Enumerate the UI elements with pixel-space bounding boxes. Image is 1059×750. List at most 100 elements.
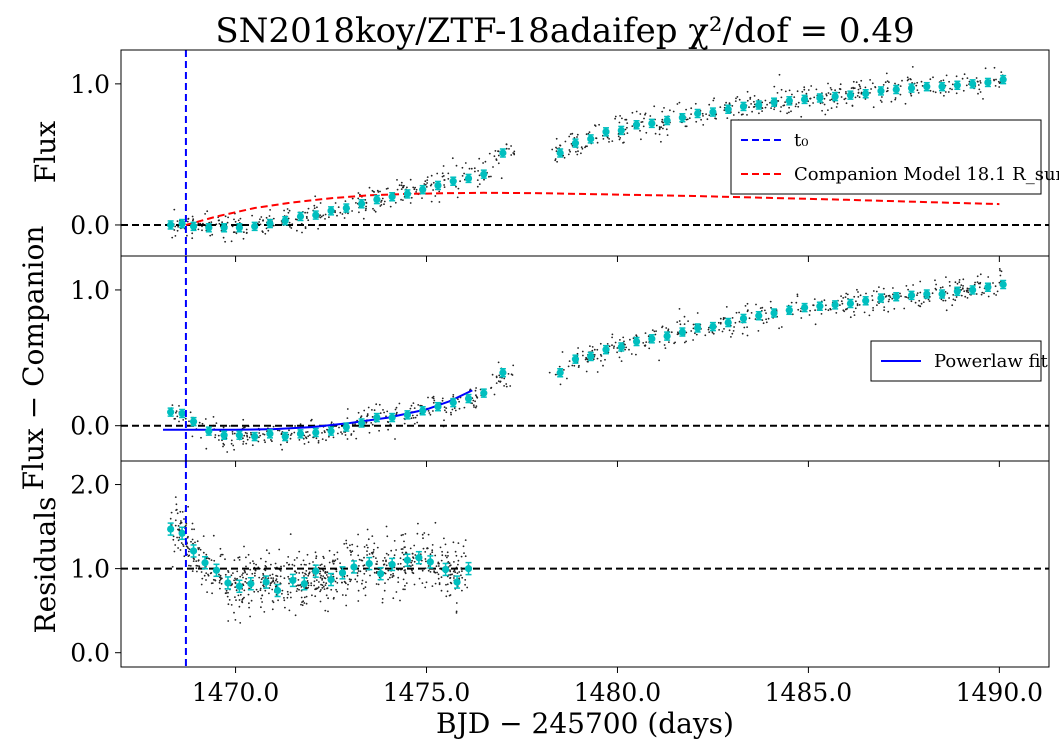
raw-point (731, 332, 734, 335)
raw-point (238, 605, 241, 608)
raw-point (602, 138, 605, 140)
raw-point (364, 199, 367, 201)
raw-point (421, 582, 424, 584)
raw-point (365, 205, 367, 208)
raw-point (568, 135, 571, 138)
raw-point (349, 549, 352, 552)
raw-point (400, 181, 403, 184)
raw-point (611, 333, 614, 336)
raw-point (289, 225, 291, 228)
raw-point (440, 576, 443, 579)
raw-point (371, 409, 373, 411)
raw-point (248, 602, 250, 605)
raw-point (495, 158, 498, 161)
raw-point (296, 557, 298, 559)
raw-point (621, 117, 623, 120)
raw-point (780, 106, 782, 108)
raw-point (191, 237, 194, 240)
raw-point (298, 439, 301, 441)
raw-point (823, 97, 826, 100)
raw-point (323, 577, 326, 579)
raw-point (741, 332, 744, 335)
raw-point (712, 332, 715, 335)
raw-point (218, 579, 221, 582)
raw-point (302, 559, 305, 562)
raw-point (451, 408, 454, 411)
raw-point (227, 216, 230, 219)
raw-point (219, 555, 222, 558)
binned-point (907, 84, 916, 92)
raw-point (173, 229, 176, 231)
raw-point (270, 577, 273, 579)
raw-point (283, 599, 286, 602)
raw-point (885, 72, 888, 75)
raw-point (265, 549, 268, 552)
raw-point (385, 564, 388, 567)
binned-point (984, 283, 992, 291)
raw-point (258, 221, 260, 223)
raw-point (414, 186, 416, 189)
raw-point (227, 620, 230, 622)
raw-point (475, 405, 478, 407)
raw-point (979, 91, 982, 93)
raw-point (608, 138, 610, 140)
raw-point (194, 541, 196, 544)
raw-point (858, 83, 861, 86)
raw-points (169, 496, 469, 624)
raw-point (490, 175, 492, 178)
raw-point (404, 546, 406, 548)
raw-point (184, 417, 187, 420)
raw-point (228, 599, 231, 601)
raw-point (429, 553, 432, 556)
raw-point (336, 582, 339, 584)
raw-point (191, 215, 194, 218)
binned-point (327, 427, 335, 435)
raw-point (387, 428, 389, 431)
raw-point (674, 341, 676, 344)
raw-point (416, 414, 418, 417)
raw-point (843, 98, 846, 101)
raw-point (440, 589, 443, 592)
raw-point (320, 583, 322, 586)
binned-point (480, 170, 488, 178)
raw-point (645, 131, 648, 134)
raw-point (355, 202, 357, 204)
binned-point (281, 217, 289, 225)
binned-point (357, 200, 366, 208)
raw-point (220, 553, 223, 556)
raw-point (571, 132, 574, 135)
raw-point (346, 417, 349, 419)
raw-point (470, 167, 473, 170)
raw-point (238, 556, 241, 558)
raw-point (780, 88, 783, 91)
raw-point (452, 395, 455, 398)
raw-point (961, 77, 964, 80)
binned-point (434, 403, 442, 411)
raw-point (628, 348, 630, 351)
raw-point (853, 295, 856, 298)
raw-point (233, 218, 235, 221)
raw-point (488, 152, 491, 155)
raw-point (993, 79, 995, 82)
raw-point (260, 578, 263, 581)
raw-point (497, 150, 500, 153)
raw-point (218, 222, 221, 225)
raw-point (594, 125, 597, 127)
raw-point (375, 583, 378, 585)
raw-point (695, 120, 698, 123)
binned-point (266, 430, 274, 438)
binned-point (338, 569, 347, 577)
raw-point (364, 594, 367, 597)
raw-point (231, 583, 234, 585)
raw-point (455, 185, 457, 188)
raw-point (288, 609, 291, 612)
raw-point (296, 218, 298, 221)
raw-point (403, 422, 406, 425)
raw-point (891, 297, 894, 300)
raw-point (371, 416, 374, 418)
raw-point (177, 225, 180, 228)
raw-point (800, 317, 803, 319)
raw-point (797, 308, 800, 311)
binned-point (587, 135, 595, 143)
raw-point (464, 579, 467, 581)
